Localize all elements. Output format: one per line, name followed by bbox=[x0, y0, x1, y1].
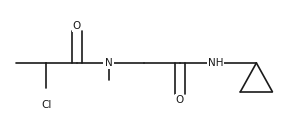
Text: O: O bbox=[176, 95, 184, 105]
Text: NH: NH bbox=[208, 58, 223, 68]
Text: Cl: Cl bbox=[41, 100, 51, 110]
Text: N: N bbox=[105, 58, 112, 68]
Text: O: O bbox=[72, 21, 81, 31]
